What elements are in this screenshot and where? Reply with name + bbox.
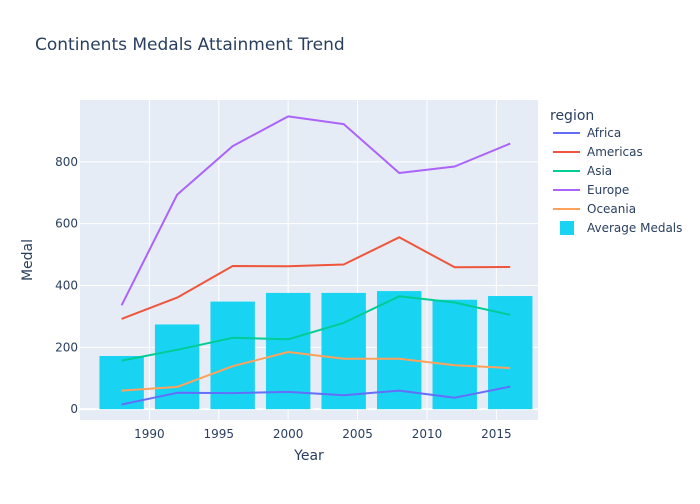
legend-item-label[interactable]: Asia	[587, 164, 612, 178]
y-tick-label: 200	[55, 340, 78, 354]
y-tick-label: 0	[70, 402, 78, 416]
legend-item-label[interactable]: Average Medals	[587, 221, 682, 235]
legend-item-label[interactable]: Oceania	[587, 202, 636, 216]
bar-average-medals[interactable]	[432, 299, 477, 410]
chart-title: Continents Medals Attainment Trend	[35, 35, 345, 55]
legend-swatch-average-medals	[560, 221, 574, 235]
y-tick-label: 400	[55, 279, 78, 293]
y-tick-label: 600	[55, 217, 78, 231]
line-africa[interactable]	[121, 385, 511, 406]
line-europe[interactable]	[120, 115, 511, 306]
bar-average-medals[interactable]	[321, 292, 366, 410]
bar-average-medals[interactable]	[99, 356, 144, 410]
x-tick-label: 1995	[204, 427, 235, 441]
legend-item-label[interactable]: Americas	[587, 145, 643, 159]
line-asia[interactable]	[121, 295, 511, 362]
y-axis-title: Medal	[20, 239, 36, 281]
x-axis: 1990 1995 2000 2005 2010 2015	[134, 427, 512, 441]
x-tick-label: 2010	[412, 427, 443, 441]
legend-title: region	[550, 108, 594, 124]
x-axis-title: Year	[293, 448, 324, 464]
legend-item-label[interactable]: Africa	[587, 126, 621, 140]
x-tick-label: 2015	[481, 427, 512, 441]
line-americas[interactable]	[121, 236, 511, 320]
y-tick-label: 800	[55, 155, 78, 169]
legend[interactable]: region Africa Americas Asia Europe Oceania Av…	[550, 108, 682, 235]
legend-item-label[interactable]: Europe	[587, 183, 629, 197]
x-tick-label: 2000	[273, 427, 304, 441]
line-oceania[interactable]	[121, 351, 511, 392]
line-series	[120, 115, 511, 406]
x-tick-label: 1990	[134, 427, 165, 441]
bar-average-medals[interactable]	[210, 301, 255, 410]
bar-average-medals[interactable]	[377, 291, 422, 410]
x-tick-label: 2005	[342, 427, 373, 441]
y-axis: 0 200 400 600 800	[55, 155, 78, 416]
bar-average-medals[interactable]	[488, 296, 533, 410]
